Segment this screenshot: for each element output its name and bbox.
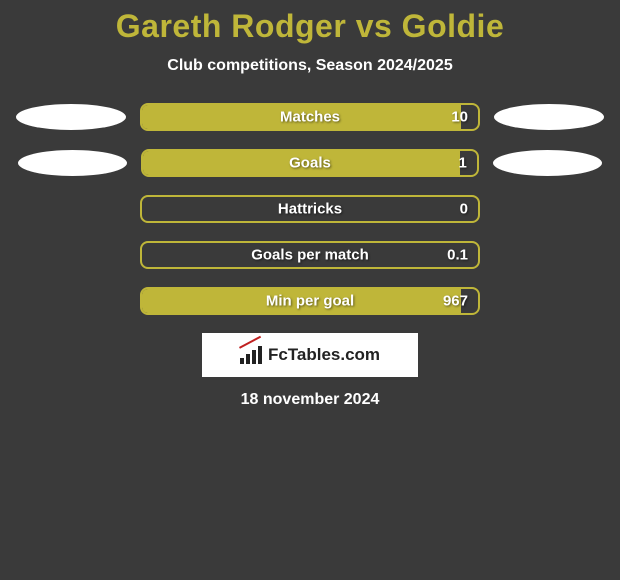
comparison-infographic: Gareth Rodger vs Goldie Club competition… (0, 0, 620, 409)
logo-box: FcTables.com (202, 333, 418, 377)
stat-value: 967 (443, 293, 468, 310)
stat-value: 10 (451, 109, 468, 126)
stat-label: Min per goal (266, 293, 354, 310)
page-title: Gareth Rodger vs Goldie (0, 8, 620, 45)
stat-value: 0 (460, 201, 468, 218)
stat-label: Goals per match (251, 247, 369, 264)
page-subtitle: Club competitions, Season 2024/2025 (0, 57, 620, 75)
footer-date: 18 november 2024 (0, 391, 620, 409)
ellipse-placeholder (20, 242, 130, 268)
stat-rows: Matches 10 Goals 1 Hattricks 0 Goals per match… (0, 103, 620, 315)
ellipse-placeholder (490, 196, 600, 222)
stat-label: Hattricks (278, 201, 342, 218)
stat-value: 0.1 (447, 247, 468, 264)
ellipse-placeholder (490, 242, 600, 268)
player-right-marker (494, 104, 604, 130)
stat-row: Goals per match 0.1 (0, 241, 620, 269)
stat-bar: Min per goal 967 (140, 287, 480, 315)
stat-label: Matches (280, 109, 340, 126)
ellipse-placeholder (490, 288, 600, 314)
player-right-marker (493, 150, 602, 176)
player-left-marker (16, 104, 126, 130)
logo-text: FcTables.com (268, 345, 380, 365)
ellipse-placeholder (20, 196, 130, 222)
stat-bar: Hattricks 0 (140, 195, 480, 223)
player-left-marker (18, 150, 127, 176)
stat-bar: Matches 10 (140, 103, 480, 131)
stat-row: Goals 1 (0, 149, 620, 177)
ellipse-placeholder (20, 288, 130, 314)
stat-row: Hattricks 0 (0, 195, 620, 223)
stat-bar: Goals 1 (141, 149, 479, 177)
logo-chart-icon (240, 346, 262, 364)
stat-row: Min per goal 967 (0, 287, 620, 315)
stat-value: 1 (458, 155, 466, 172)
stat-row: Matches 10 (0, 103, 620, 131)
stat-bar: Goals per match 0.1 (140, 241, 480, 269)
stat-label: Goals (289, 155, 331, 172)
